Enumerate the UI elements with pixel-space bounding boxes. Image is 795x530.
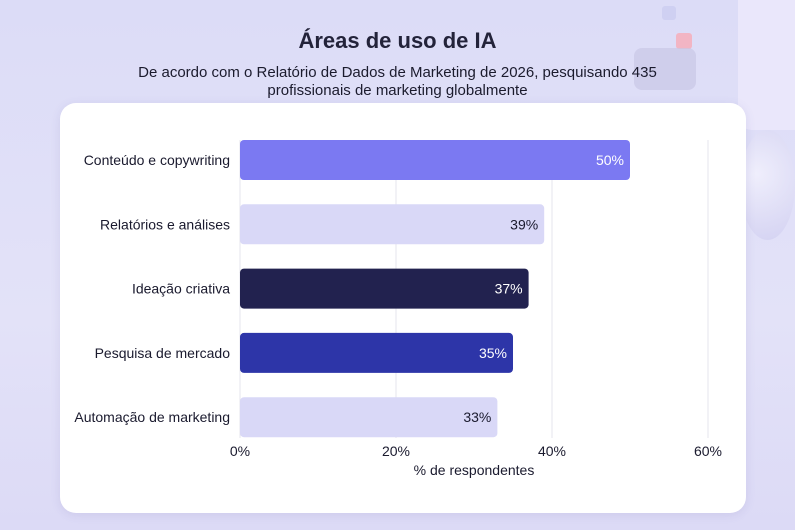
bar-chart: 50% Conteúdo e copywriting 39% Relatórios e… — [74, 140, 722, 478]
chart-title: Áreas de uso de IA — [298, 28, 497, 53]
bar-value-label: 50% — [596, 152, 624, 168]
bar — [240, 140, 630, 180]
bar-value-label: 37% — [495, 281, 523, 297]
bar-value-label: 33% — [463, 409, 491, 425]
bar — [240, 268, 529, 309]
category-label: Conteúdo e copywriting — [84, 152, 230, 168]
bar — [240, 204, 545, 245]
category-label: Pesquisa de mercado — [95, 345, 231, 361]
category-label: Ideação criativa — [132, 281, 230, 297]
x-tick-label: 20% — [382, 443, 410, 459]
bar — [240, 332, 513, 373]
decorative-blob — [740, 130, 795, 240]
category-label: Relatórios e análises — [100, 216, 230, 232]
bar — [240, 397, 498, 438]
bar-value-label: 35% — [479, 345, 507, 361]
decorative-square-2 — [676, 33, 692, 49]
bar-value-label: 39% — [510, 216, 538, 232]
x-axis-title: % de respondentes — [414, 462, 535, 478]
x-tick-label: 0% — [230, 443, 250, 459]
x-tick-label: 60% — [694, 443, 722, 459]
x-tick-label: 40% — [538, 443, 566, 459]
chart-subtitle: De acordo com o Relatório de Dados de Ma… — [138, 64, 657, 99]
decorative-panel — [738, 0, 795, 130]
decorative-block — [634, 48, 696, 90]
decorative-square-1 — [662, 6, 676, 20]
chart-card: 50% Conteúdo e copywriting 39% Relatórios e… — [60, 103, 746, 513]
category-label: Automação de marketing — [74, 409, 230, 425]
